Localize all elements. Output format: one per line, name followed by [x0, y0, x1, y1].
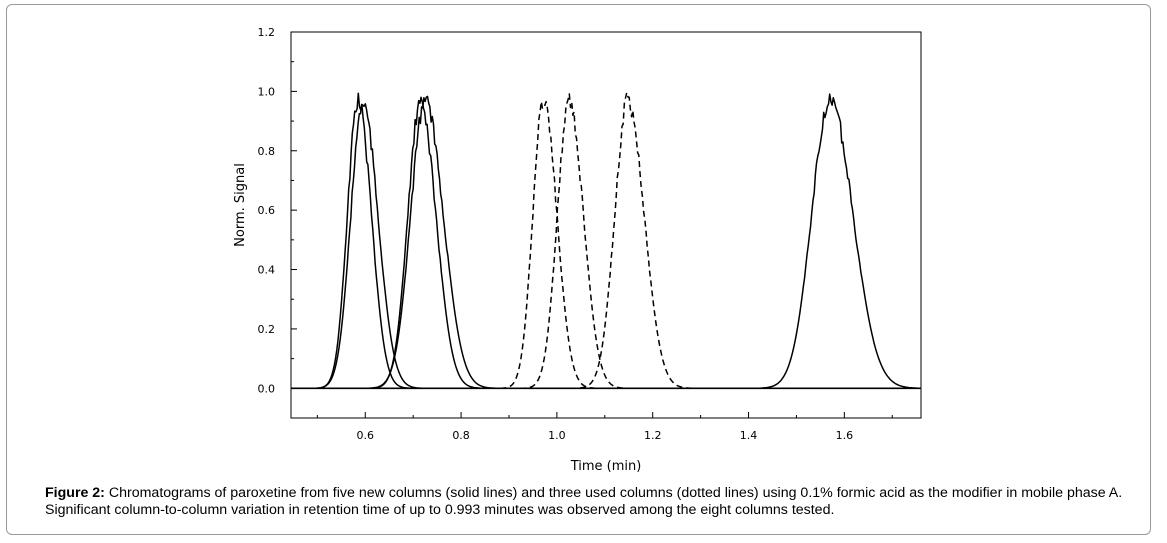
series-line-2: [291, 103, 459, 390]
plot-border: [290, 31, 922, 419]
y-tick-label: 1.0: [258, 85, 276, 98]
series-group: [291, 91, 921, 390]
x-tick-label: 1.0: [548, 429, 566, 442]
y-tick-label: 0.0: [258, 382, 276, 395]
caption-label: Figure 2:: [45, 485, 105, 501]
y-tick-label: 0.4: [258, 264, 276, 277]
series-line-7: [550, 91, 731, 390]
series-line-4: [338, 95, 541, 390]
y-axis-title: Norm. Signal: [233, 163, 248, 247]
x-tick-label: 1.6: [836, 429, 854, 442]
axes: 0.0 0.2 0.4 0.6 0.8 1.0 1.2 0.6 0.8 1.0 1.2 1.4 1.6: [258, 26, 922, 442]
x-tick-label: 1.2: [644, 429, 662, 442]
figure-frame: [6, 4, 1151, 535]
series-line-5: [480, 100, 628, 390]
chromatogram-chart: 0.00.20.40.60.81.01.20.6 0.8 1.0 1.2 1.4 1.6 …: [233, 26, 922, 474]
y-tick-label: 0.2: [258, 323, 276, 336]
x-tick-label: 0.8: [452, 429, 470, 442]
y-tick-label: 0.8: [258, 145, 276, 158]
y-tick-label: 1.2: [258, 26, 276, 39]
y-tick-label: 0.6: [258, 204, 276, 217]
x-tick-label: 1.4: [740, 429, 758, 442]
series-line-3: [345, 96, 520, 390]
figure-caption: Figure 2: Chromatograms of paroxetine fr…: [45, 485, 1125, 519]
series-line-1: [294, 92, 443, 390]
series-line-8: [720, 93, 921, 390]
caption-text: Chromatograms of paroxetine from five ne…: [45, 485, 1123, 518]
series-line-6: [499, 93, 661, 390]
x-axis-title: Time (min): [570, 459, 642, 474]
x-tick-label: 0.6: [357, 429, 375, 442]
